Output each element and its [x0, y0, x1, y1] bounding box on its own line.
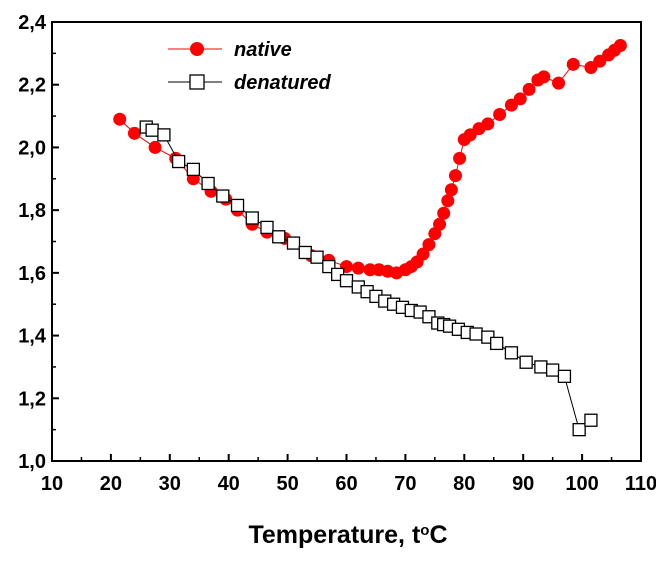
y-tick-label: 1,8 [18, 200, 46, 222]
denatured-point [230, 198, 245, 213]
denatured-point [572, 422, 586, 437]
denatured-point [171, 154, 186, 169]
x-tick-label: 20 [100, 473, 122, 495]
native-point [437, 206, 451, 220]
native-point [441, 194, 455, 208]
denatured-point [145, 123, 159, 137]
x-tick-label: 30 [159, 473, 181, 495]
native-point [566, 57, 580, 71]
legend-marker [190, 42, 204, 56]
legend: native denatured [168, 39, 331, 94]
denatured-point [584, 413, 598, 427]
legend-label: native [234, 39, 292, 61]
x-tick-label: 110 [625, 473, 656, 495]
x-tick-label: 50 [276, 473, 298, 495]
denatured-point [339, 274, 354, 288]
x-axis-title: Temperature, toC [248, 521, 447, 549]
axis-ticks [51, 21, 642, 462]
y-tick-label: 2,4 [18, 12, 47, 34]
denatured-line [146, 126, 592, 431]
denatured-point [245, 211, 259, 225]
denatured-point [546, 363, 560, 377]
x-tick-label: 80 [453, 473, 475, 495]
denatured-point [260, 220, 274, 235]
denatured-point [216, 189, 230, 203]
legend-label: denatured [234, 72, 331, 94]
data-series [113, 39, 627, 437]
native-point [493, 108, 507, 122]
x-axis-title-degree: o [420, 522, 429, 539]
x-axis-title-unit: C [429, 521, 447, 549]
x-tick-label: 100 [565, 473, 598, 495]
y-tick-label: 1,4 [18, 326, 47, 348]
native-point [416, 247, 430, 261]
denatured-point [310, 250, 324, 264]
denatured-point [534, 360, 548, 374]
series-denatured [139, 120, 598, 437]
native-point [481, 117, 495, 131]
native-point [444, 183, 458, 197]
plot-frame [51, 21, 642, 462]
x-tick-label: 10 [41, 473, 63, 495]
x-axis-title-main: Temperature, t [248, 521, 420, 549]
x-tick-label: 60 [335, 473, 357, 495]
denatured-point [201, 176, 215, 191]
legend-item-denatured: denatured [168, 72, 331, 94]
x-tick-label: 90 [512, 473, 534, 495]
denatured-point [157, 128, 171, 142]
denatured-point [286, 236, 301, 250]
denatured-point [504, 346, 519, 360]
y-tick-label: 2,2 [18, 75, 46, 97]
x-tick-label: 40 [218, 473, 240, 495]
tick-labels: 10 20 30 40 50 60 70 80 90 100 110 1,0 1,2 1,4 1,6 1,8 2… [18, 12, 656, 495]
legend-item-native: native [168, 39, 292, 61]
legend-marker [189, 74, 205, 90]
native-point [351, 261, 365, 275]
native-point [522, 82, 536, 96]
plot-area-border [51, 21, 642, 462]
y-tick-label: 2,0 [18, 137, 46, 159]
native-point [148, 140, 162, 154]
denatured-point [490, 336, 504, 351]
y-tick-label: 1,2 [18, 388, 46, 410]
denatured-point [298, 245, 312, 260]
native-point [422, 238, 436, 252]
native-point [448, 169, 462, 183]
native-point [433, 217, 447, 231]
x-tick-label: 70 [394, 473, 416, 495]
native-point [552, 76, 566, 90]
denatured-point [186, 162, 201, 177]
denatured-point [557, 369, 572, 383]
native-point [513, 92, 527, 106]
native-point [613, 39, 627, 53]
denatured-point [519, 355, 533, 369]
native-point [127, 126, 141, 140]
native-point [537, 70, 551, 84]
y-tick-label: 1,0 [18, 451, 46, 473]
native-point [453, 151, 467, 165]
denatured-point [272, 230, 286, 244]
denatured-point [469, 327, 483, 341]
native-point [113, 112, 127, 126]
y-tick-label: 1,6 [18, 263, 46, 285]
